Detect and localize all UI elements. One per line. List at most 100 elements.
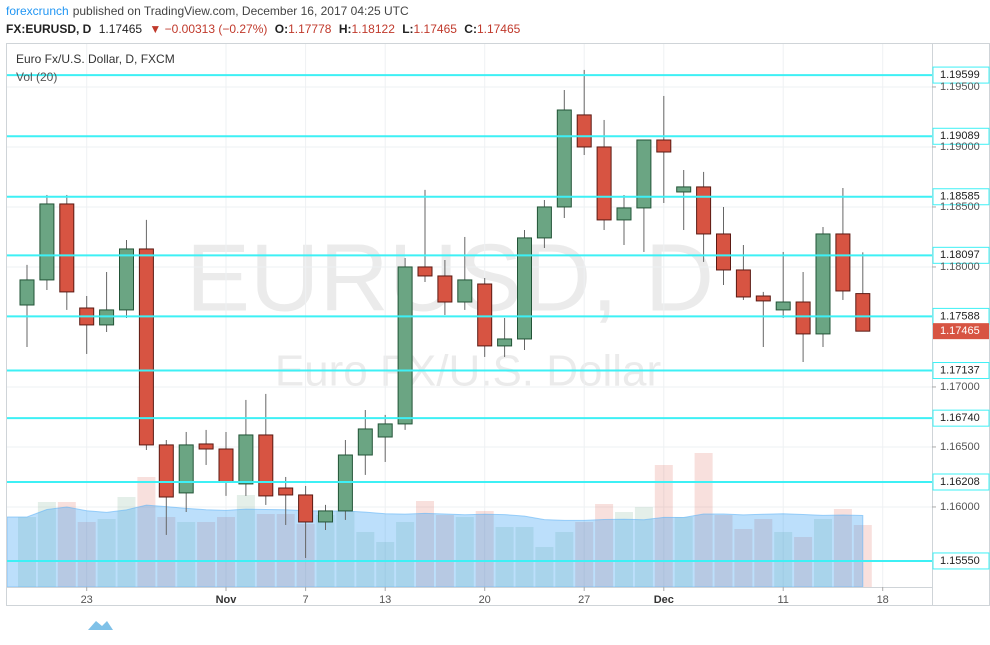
x-tick-label: 18 [877, 594, 889, 606]
candle-body [99, 309, 115, 326]
candle-body [119, 248, 134, 311]
candle-body [636, 139, 652, 209]
volume-pane [7, 453, 872, 587]
volume-bar [435, 515, 454, 587]
y-tick-label: 1.18500 [940, 201, 980, 213]
x-tick-label: 20 [479, 594, 491, 606]
candle-body [19, 279, 35, 306]
level-label: 1.16208 [940, 476, 980, 488]
candle-body [616, 207, 632, 221]
x-tick-label: Dec [654, 594, 674, 606]
ohlc-value: 1.17465 [476, 22, 521, 36]
published: published on TradingView.com, December 1… [72, 4, 409, 18]
ohlc-key: H: [338, 22, 352, 36]
volume-bar [137, 477, 156, 587]
volume-bar [276, 514, 295, 587]
volume-bar [396, 522, 415, 587]
candle-body [556, 109, 572, 208]
last-price-label: 1.17465 [940, 325, 980, 337]
volume-bar [694, 453, 713, 587]
y-tick-label: 1.16500 [940, 441, 980, 453]
volume-bar [654, 465, 673, 587]
candle-body [238, 434, 254, 485]
ohlc-key: O: [274, 22, 289, 36]
x-tick-label: 27 [578, 594, 590, 606]
candle-body [735, 269, 751, 298]
candle-body [835, 233, 851, 292]
chart-title: Euro Fx/U.S. Dollar, D, FXCM [16, 52, 175, 66]
level-label: 1.18097 [940, 249, 980, 261]
y-tick-label: 1.16000 [940, 501, 980, 513]
volume-bar [734, 529, 753, 587]
ohlc-value: 1.17465 [413, 22, 457, 36]
ohlc-value: 1.18122 [351, 22, 395, 36]
x-tick-label: 23 [81, 594, 93, 606]
ohlc-key: C: [464, 22, 477, 36]
x-tick-label: 7 [303, 594, 309, 606]
y-tick-label: 1.19500 [940, 81, 980, 93]
volume-bar [18, 517, 36, 587]
volume-bar [236, 495, 255, 587]
level-label-box [932, 127, 990, 145]
level-label: 1.17588 [940, 310, 980, 322]
level-label-box [932, 552, 990, 570]
volume-bar [336, 511, 355, 587]
volume-bar [754, 519, 773, 587]
volume-bar [177, 522, 196, 587]
volume-bar [356, 532, 375, 587]
volume-bar [555, 532, 574, 587]
candle-body [676, 186, 692, 193]
candle-body [318, 510, 333, 523]
volume-bar [157, 517, 176, 587]
candle-body [716, 233, 731, 271]
candle-body [497, 338, 513, 347]
volume-bar [615, 512, 633, 587]
candle-body [397, 266, 413, 425]
level-label: 1.15550 [940, 555, 980, 567]
levels: 1.19599 1.19089 1.18585 1.18097 1.17588 1.171… [7, 66, 990, 570]
candle-body [755, 295, 771, 302]
candle-body [457, 279, 473, 303]
volume-ma-area [7, 504, 864, 587]
volume-bar [634, 507, 653, 587]
level-label-box [932, 188, 990, 206]
level-label: 1.16740 [940, 412, 980, 424]
last-price: 1.17465 [98, 22, 143, 36]
volume-bar [197, 522, 216, 587]
volume-bar [455, 517, 474, 587]
volume-bar [376, 542, 395, 587]
volume-bar [316, 515, 335, 587]
volume-bar [774, 532, 793, 587]
candle-body [795, 301, 811, 335]
symbol: FX:EURUSD, D [6, 22, 92, 36]
level-label: 1.19599 [940, 69, 980, 81]
x-tick-label: Nov [216, 594, 238, 606]
candle-body [158, 444, 174, 498]
volume-bar [117, 497, 136, 587]
volume-bar [416, 501, 434, 587]
volume-bar [495, 527, 514, 587]
volume-bar [475, 511, 494, 587]
volume-bar [37, 502, 56, 587]
level-label-box [932, 362, 990, 380]
candle-body [178, 444, 194, 494]
volume-bar [256, 514, 275, 587]
x-tick-label: 11 [777, 594, 788, 606]
candle-body [218, 448, 234, 483]
grid [7, 44, 932, 587]
candle-body [198, 443, 214, 450]
level-label: 1.17137 [940, 364, 980, 376]
volume-bar [57, 502, 76, 587]
candle-body [357, 428, 373, 456]
last-price-box [933, 323, 989, 340]
level-label: 1.18585 [940, 191, 980, 203]
volume-bar [794, 537, 813, 587]
volume-bar [833, 509, 852, 587]
candle-body [258, 434, 274, 497]
ohlc-value: 1.17778 [288, 22, 332, 36]
axis: 1.16000 1.16500 1.17000 1.18000 1.18500 1.190… [81, 81, 980, 606]
author[interactable]: forexcrunch [6, 4, 69, 18]
candle-body [596, 146, 612, 221]
